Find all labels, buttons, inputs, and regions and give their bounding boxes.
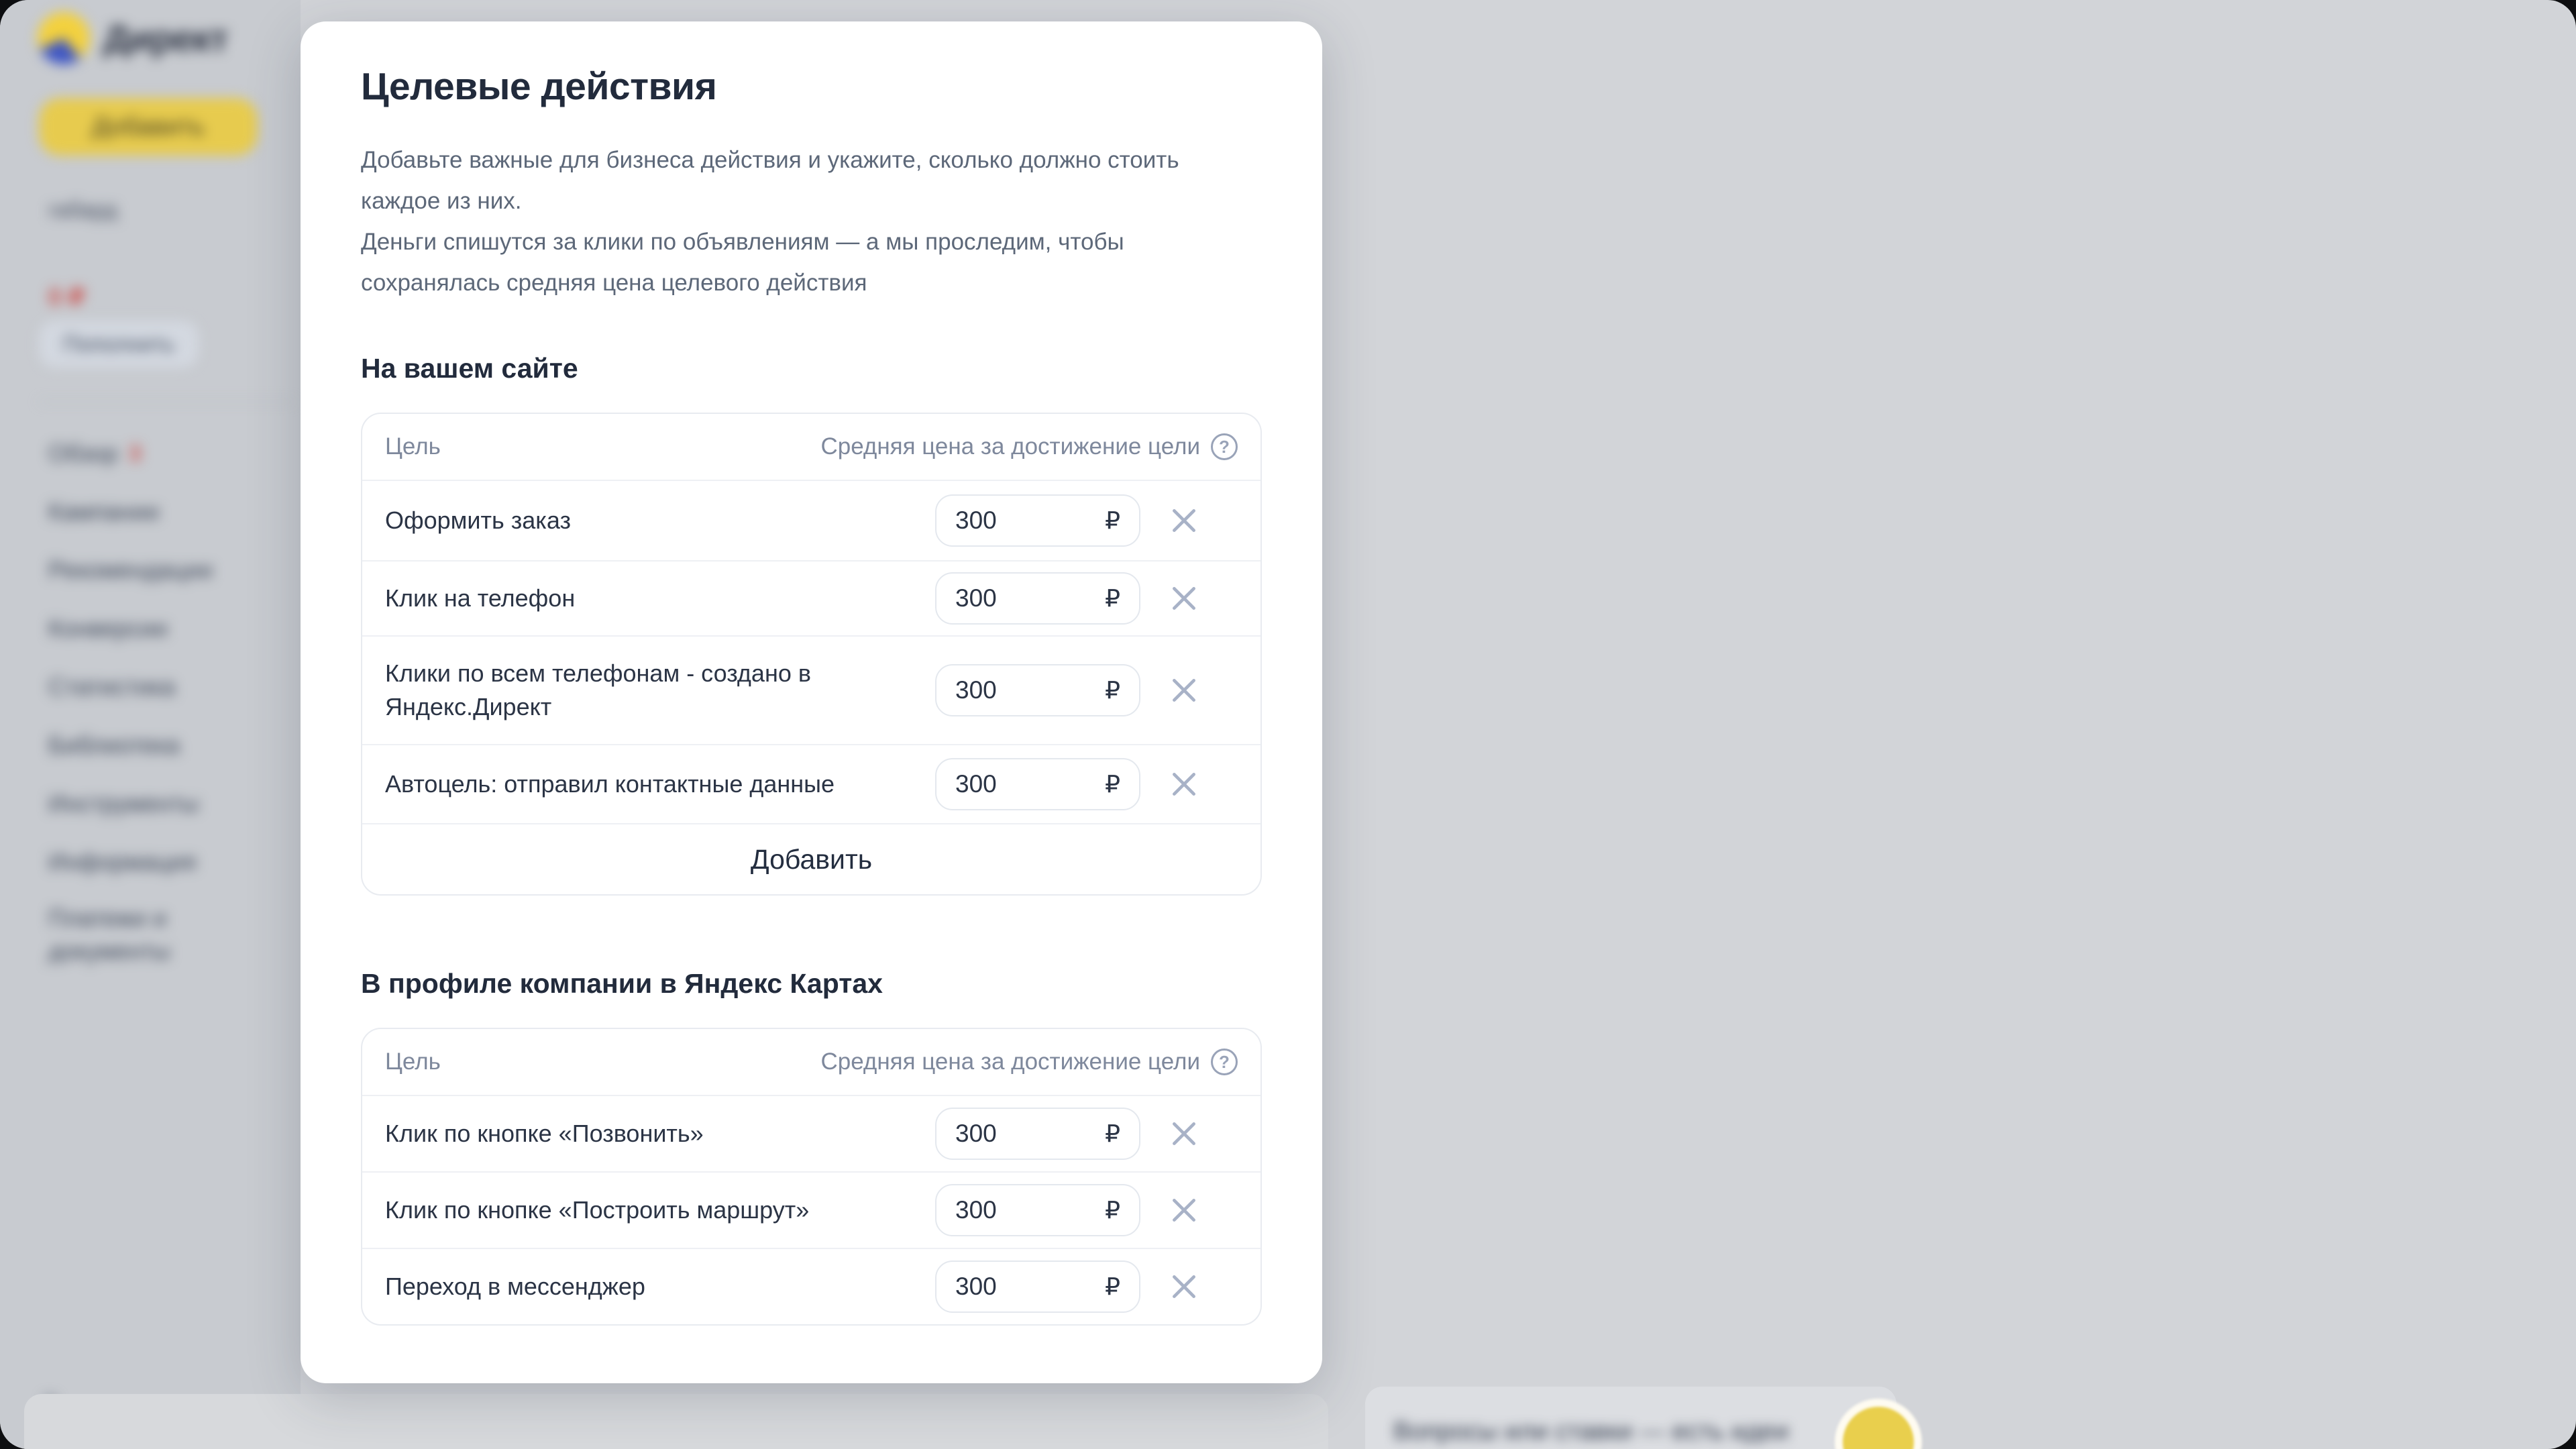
support-teaser[interactable]: Вопросы или ставки — есть идеи [1365,1387,1922,1449]
modal-description: Добавьте важные для бизнеса действия и у… [361,140,1262,303]
remove-goal-button[interactable] [1166,1116,1202,1152]
modal-description-line-1: Добавьте важные для бизнеса действия и у… [361,147,1179,214]
price-input[interactable] [955,1120,1069,1148]
close-icon [1173,587,1195,610]
add-goal-button[interactable]: Добавить [362,823,1260,894]
yandex-logo-icon [38,12,90,64]
price-input-wrapper: ₽ [935,1184,1140,1236]
ruble-symbol: ₽ [1105,506,1120,535]
close-icon [1173,1199,1195,1222]
ruble-symbol: ₽ [1105,1196,1120,1224]
goal-row: Клик по кнопке «Позвонить» ₽ [362,1095,1260,1171]
goal-label: Переход в мессенджер [385,1273,645,1300]
remove-goal-button[interactable] [1166,766,1202,802]
price-input[interactable] [955,676,1069,704]
teaser-text: Вопросы или ставки — есть идеи [1393,1417,1789,1446]
chat-bubble-icon[interactable] [1835,1399,1922,1449]
price-input-wrapper: ₽ [935,1260,1140,1313]
sidebar-item-conversions[interactable]: Конверсии [48,614,168,642]
section-heading-maps: В профиле компании в Яндекс Картах [361,968,883,999]
column-goal: Цель [385,1049,441,1075]
sidebar-item-library[interactable]: Библиотека [48,731,180,759]
section-heading-site: На вашем сайте [361,353,578,384]
close-icon [1173,1275,1195,1298]
goal-label: Клики по всем телефонам - создано в Янде… [385,659,811,720]
close-icon [1173,773,1195,796]
price-input[interactable] [955,506,1069,535]
close-icon [1173,509,1195,532]
goal-label: Автоцель: отправил контактные данные [385,770,835,798]
price-input-wrapper: ₽ [935,572,1140,625]
sidebar: Директ Добавить габард 0 ₽ Пополнить Обз… [0,0,301,1449]
column-goal: Цель [385,433,441,460]
price-input-wrapper: ₽ [935,494,1140,547]
price-input[interactable] [955,584,1069,612]
price-input[interactable] [955,770,1069,798]
page-background-card [24,1394,1328,1449]
goal-row: Переход в мессенджер ₽ [362,1248,1260,1324]
question-icon[interactable]: ? [1211,433,1238,460]
goal-row: Клик по кнопке «Построить маршрут» ₽ [362,1171,1260,1248]
goals-table-maps: Цель Средняя цена за достижение цели ? К… [361,1028,1262,1326]
goal-label: Оформить заказ [385,506,571,534]
price-input[interactable] [955,1273,1069,1301]
table-header-row: Цель Средняя цена за достижение цели ? [362,414,1260,480]
question-icon[interactable]: ? [1211,1049,1238,1075]
close-icon [1173,679,1195,702]
sidebar-item-recommendations[interactable]: Рекомендации [48,555,213,584]
sidebar-nav: Обзор 3 Кампании Рекомендации Конверсии … [48,424,236,978]
price-input[interactable] [955,1196,1069,1224]
price-input-wrapper: ₽ [935,664,1140,716]
close-icon [1173,1122,1195,1145]
yandex-direct-logo[interactable]: Директ [38,12,229,64]
sidebar-item-overview[interactable]: Обзор 3 [48,439,142,467]
goal-label: Клик по кнопке «Позвонить» [385,1120,704,1147]
remove-goal-button[interactable] [1166,502,1202,539]
sidebar-item-tools[interactable]: Инструменты [48,789,199,817]
topup-button[interactable]: Пополнить [39,321,199,368]
sidebar-divider [39,401,295,402]
goal-row: Клики по всем телефонам - создано в Янде… [362,635,1260,744]
remove-goal-button[interactable] [1166,672,1202,708]
sidebar-add-campaign-button[interactable]: Добавить [39,98,258,156]
ruble-symbol: ₽ [1105,584,1120,612]
account-name[interactable]: габард [48,197,118,222]
goal-label: Клик на телефон [385,584,576,612]
sidebar-item-statistics[interactable]: Статистика [48,672,176,700]
column-price: Средняя цена за достижение цели ? [820,433,1238,460]
ruble-symbol: ₽ [1105,1120,1120,1148]
remove-goal-button[interactable] [1166,1269,1202,1305]
goal-row: Автоцель: отправил контактные данные ₽ [362,744,1260,823]
sidebar-item-campaigns[interactable]: Кампании [48,497,160,525]
price-input-wrapper: ₽ [935,758,1140,810]
modal-description-line-2: Деньги спишутся за клики по объявлениям … [361,229,1124,296]
remove-goal-button[interactable] [1166,580,1202,616]
goal-row: Клик на телефон ₽ [362,560,1260,635]
ruble-symbol: ₽ [1105,676,1120,704]
ruble-symbol: ₽ [1105,1273,1120,1301]
remove-goal-button[interactable] [1166,1192,1202,1228]
column-price: Средняя цена за достижение цели ? [820,1049,1238,1075]
target-actions-modal: Целевые действия Добавьте важные для биз… [301,21,1322,1383]
balance-amount: 0 ₽ [48,283,86,311]
price-input-wrapper: ₽ [935,1108,1140,1160]
goal-label: Клик по кнопке «Построить маршрут» [385,1196,810,1224]
table-header-row: Цель Средняя цена за достижение цели ? [362,1029,1260,1095]
goal-row: Оформить заказ ₽ [362,480,1260,560]
modal-title: Целевые действия [361,65,717,108]
goals-table-site: Цель Средняя цена за достижение цели ? О… [361,413,1262,896]
logo-text: Директ [103,17,229,59]
ruble-symbol: ₽ [1105,770,1120,798]
overview-badge: 3 [128,440,142,466]
sidebar-item-payments[interactable]: Платежи и документы [48,904,170,965]
sidebar-item-information[interactable]: Информация [48,847,197,875]
